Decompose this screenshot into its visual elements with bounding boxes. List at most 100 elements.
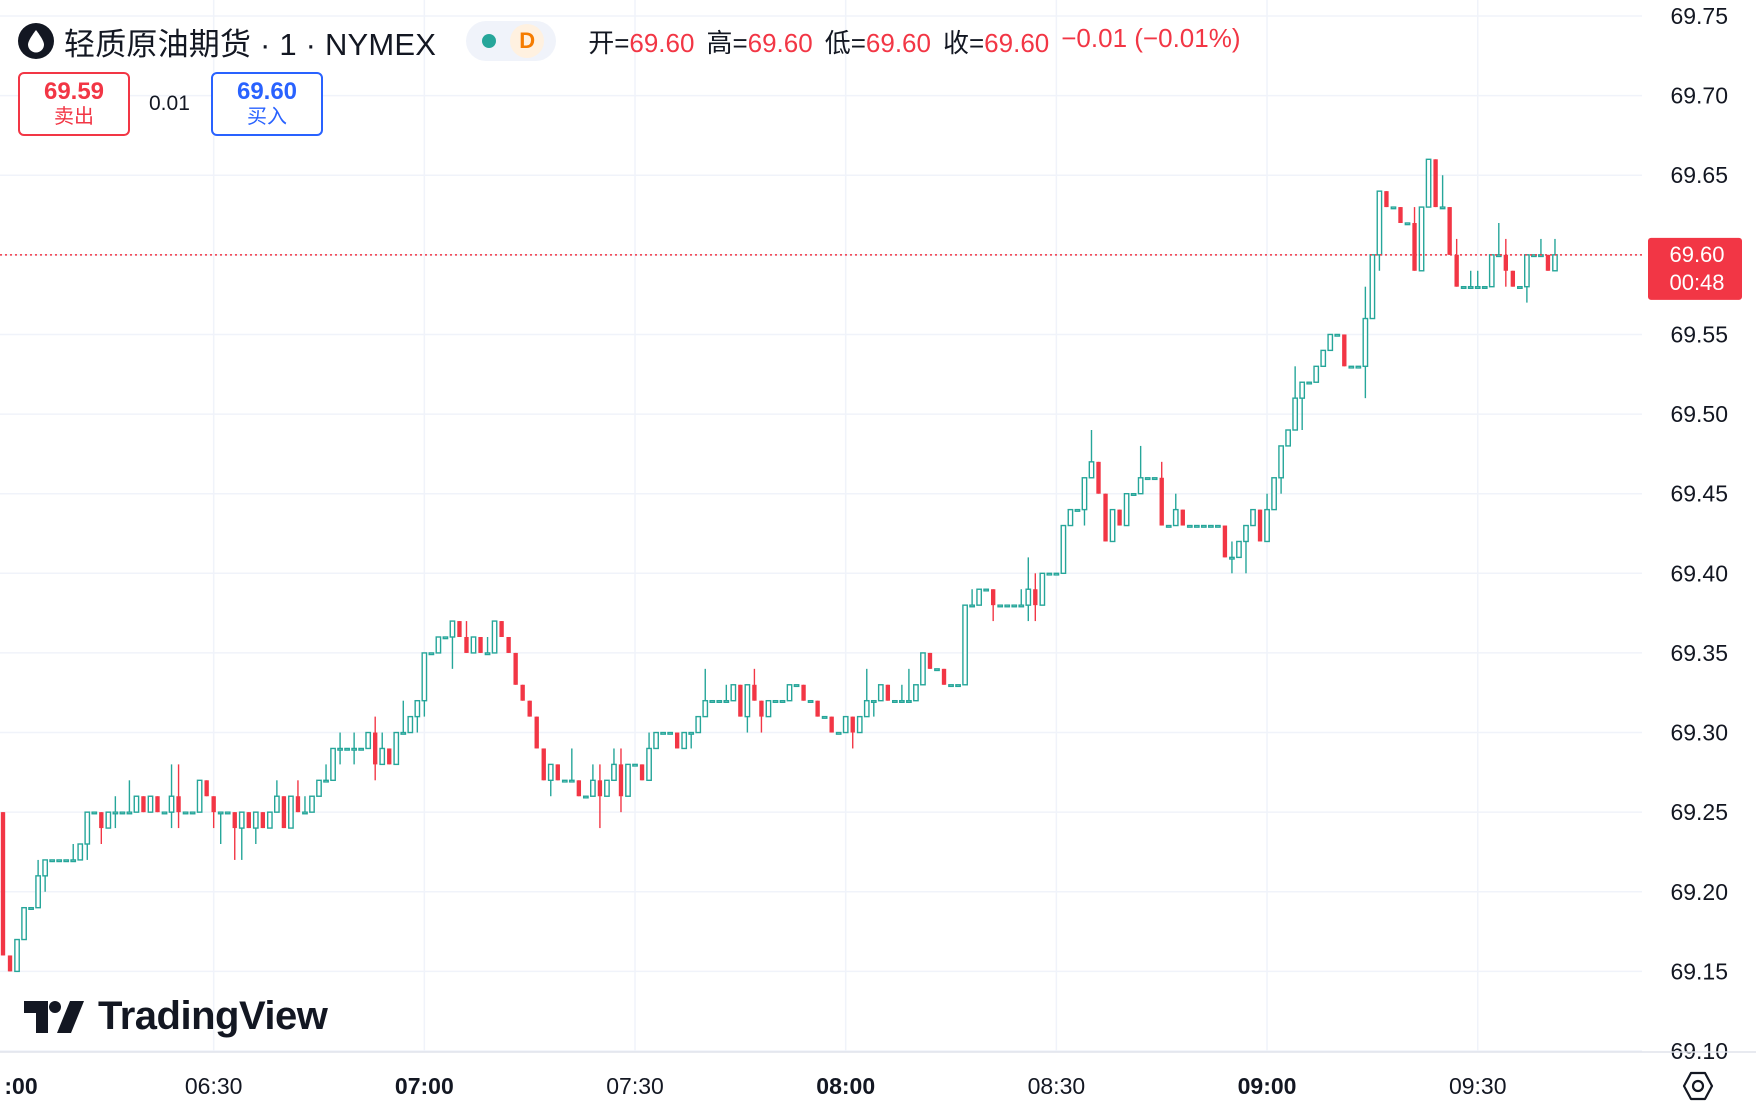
candle[interactable] bbox=[1481, 285, 1488, 289]
candle[interactable] bbox=[891, 699, 898, 703]
candle[interactable] bbox=[688, 731, 695, 749]
candle[interactable] bbox=[842, 715, 849, 734]
candle[interactable] bbox=[1299, 381, 1306, 430]
candle[interactable] bbox=[1172, 493, 1179, 527]
candle[interactable] bbox=[1207, 524, 1214, 528]
candle[interactable] bbox=[407, 715, 414, 734]
candle[interactable] bbox=[934, 668, 940, 672]
candle[interactable] bbox=[133, 795, 140, 813]
candle[interactable] bbox=[1109, 508, 1116, 543]
candle[interactable] bbox=[393, 731, 400, 766]
candle[interactable] bbox=[1074, 508, 1081, 512]
candle[interactable] bbox=[821, 715, 828, 719]
candle[interactable] bbox=[400, 700, 407, 735]
candle[interactable] bbox=[625, 763, 631, 797]
candle[interactable] bbox=[793, 684, 800, 688]
candle[interactable] bbox=[147, 795, 154, 813]
candle[interactable] bbox=[969, 589, 975, 608]
candle[interactable] bbox=[56, 859, 63, 863]
candle[interactable] bbox=[238, 811, 245, 860]
candle[interactable] bbox=[779, 699, 786, 703]
candle[interactable] bbox=[1342, 334, 1347, 367]
candle[interactable] bbox=[1398, 207, 1403, 223]
candle[interactable] bbox=[674, 732, 680, 749]
candle[interactable] bbox=[1278, 445, 1284, 494]
candle[interactable] bbox=[274, 780, 280, 813]
candle[interactable] bbox=[738, 684, 743, 717]
candle[interactable] bbox=[807, 699, 814, 703]
candle[interactable] bbox=[91, 811, 98, 815]
candle[interactable] bbox=[1355, 365, 1362, 369]
candle[interactable] bbox=[1306, 381, 1313, 385]
candle[interactable] bbox=[1516, 285, 1523, 289]
candle[interactable] bbox=[1264, 493, 1270, 543]
candle[interactable] bbox=[1165, 524, 1172, 528]
candle[interactable] bbox=[983, 588, 990, 592]
candle[interactable] bbox=[723, 684, 730, 703]
candle[interactable] bbox=[1123, 492, 1130, 527]
candle[interactable] bbox=[899, 684, 905, 703]
candle[interactable] bbox=[28, 906, 34, 910]
candle[interactable] bbox=[491, 620, 498, 654]
candle[interactable] bbox=[913, 684, 919, 702]
candle[interactable] bbox=[835, 731, 842, 735]
candle[interactable] bbox=[421, 652, 428, 717]
candle[interactable] bbox=[541, 748, 546, 781]
candle[interactable] bbox=[99, 812, 104, 844]
candle[interactable] bbox=[49, 859, 56, 863]
candle[interactable] bbox=[576, 780, 582, 797]
candle[interactable] bbox=[1292, 366, 1299, 431]
candle[interactable] bbox=[520, 684, 525, 701]
buy-button[interactable]: 69.60 买入 bbox=[211, 72, 323, 136]
candle[interactable] bbox=[547, 763, 554, 797]
candle[interactable] bbox=[997, 604, 1004, 608]
candle[interactable] bbox=[182, 811, 189, 815]
candle[interactable] bbox=[1447, 207, 1452, 255]
candle[interactable] bbox=[1039, 572, 1046, 606]
candle[interactable] bbox=[1488, 254, 1495, 288]
candle[interactable] bbox=[484, 637, 491, 656]
candle[interactable] bbox=[119, 811, 126, 815]
candle[interactable] bbox=[1460, 285, 1467, 289]
candle[interactable] bbox=[337, 732, 343, 765]
candle[interactable] bbox=[365, 731, 372, 750]
candle[interactable] bbox=[1025, 557, 1032, 622]
candle[interactable] bbox=[1334, 333, 1341, 337]
candle[interactable] bbox=[105, 811, 112, 829]
candle[interactable] bbox=[1257, 509, 1263, 542]
candle[interactable] bbox=[112, 796, 119, 829]
candle[interactable] bbox=[358, 747, 365, 751]
candle[interactable] bbox=[990, 589, 996, 622]
candle[interactable] bbox=[702, 668, 709, 718]
candle[interactable] bbox=[1313, 365, 1320, 383]
candle[interactable] bbox=[435, 636, 442, 654]
candle[interactable] bbox=[667, 731, 674, 735]
candle[interactable] bbox=[1200, 524, 1207, 528]
candle[interactable] bbox=[309, 795, 315, 813]
candle[interactable] bbox=[1159, 461, 1164, 526]
candle[interactable] bbox=[1369, 254, 1376, 320]
candle[interactable] bbox=[801, 684, 806, 701]
candle[interactable] bbox=[1390, 206, 1397, 210]
candle[interactable] bbox=[1060, 524, 1067, 575]
candle[interactable] bbox=[1018, 589, 1025, 608]
candle[interactable] bbox=[1285, 429, 1291, 447]
candle[interactable] bbox=[457, 621, 462, 637]
candle[interactable] bbox=[534, 716, 539, 749]
candle[interactable] bbox=[1362, 286, 1369, 399]
candle[interactable] bbox=[1236, 540, 1242, 559]
candle[interactable] bbox=[1495, 223, 1502, 258]
candle[interactable] bbox=[1096, 461, 1101, 494]
candle[interactable] bbox=[63, 859, 70, 863]
candle[interactable] bbox=[252, 811, 259, 844]
candle[interactable] bbox=[962, 604, 968, 686]
candle[interactable] bbox=[288, 795, 294, 829]
candle[interactable] bbox=[1033, 573, 1038, 622]
candle[interactable] bbox=[955, 684, 961, 688]
candle[interactable] bbox=[161, 811, 168, 815]
candle[interactable] bbox=[35, 859, 41, 909]
candle[interactable] bbox=[1376, 190, 1383, 271]
candle[interactable] bbox=[863, 668, 870, 718]
candle[interactable] bbox=[618, 748, 624, 813]
